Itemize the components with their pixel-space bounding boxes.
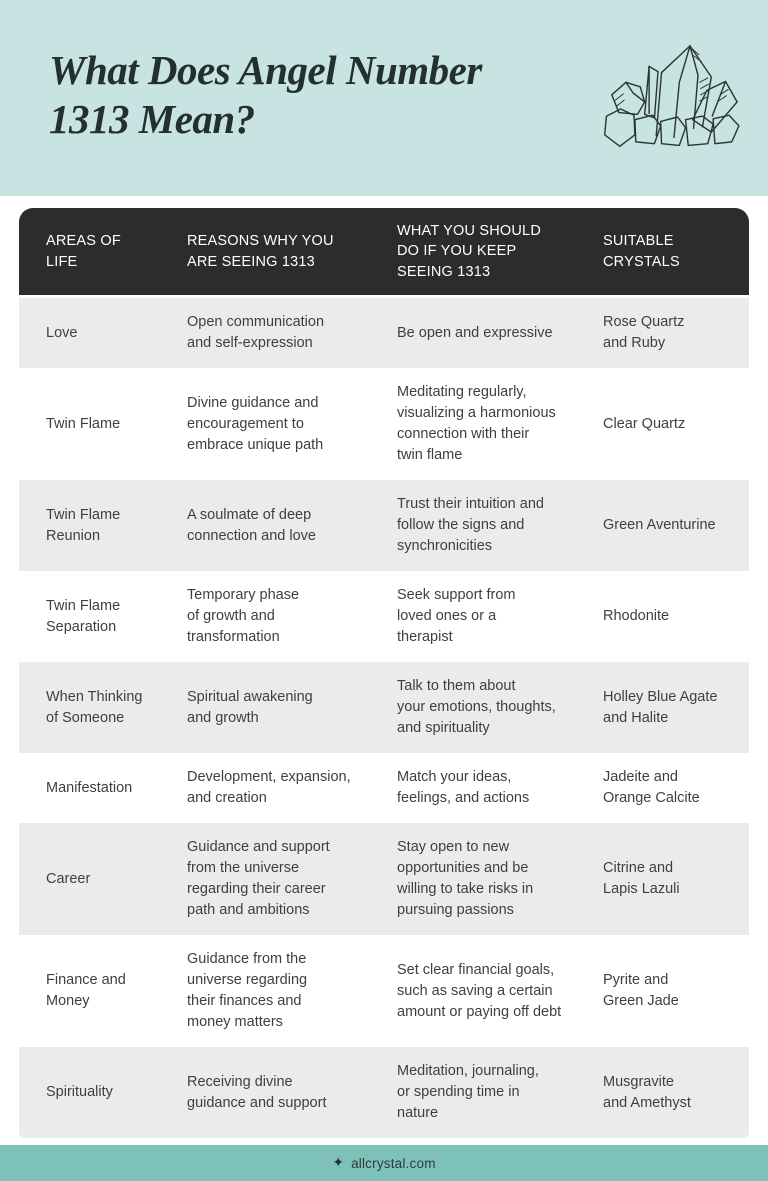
cell-crystals: Jadeite and Orange Calcite — [603, 769, 700, 807]
cell-area: Finance and Money — [46, 972, 126, 1010]
cell-area: Twin Flame Reunion — [46, 506, 121, 544]
cell-reason: Open communication and self-expression — [187, 314, 325, 352]
cell-crystals: Green Aventurine — [603, 517, 716, 534]
cell-action: Seek support from loved ones or a therap… — [397, 587, 516, 646]
cell-reason: Receiving divine guidance and support — [187, 1073, 327, 1111]
cell-area: Love — [46, 324, 78, 341]
cell-reason: A soulmate of deep connection and love — [187, 506, 316, 544]
column-header-suitable-crystals: SUITABLE CRYSTALS — [603, 232, 680, 270]
sparkle-icon: ✦ — [332, 1155, 345, 1171]
cell-area: Twin Flame Separation — [46, 597, 121, 635]
cell-action: Talk to them about your emotions, though… — [397, 678, 556, 737]
cell-area: Twin Flame — [46, 415, 121, 432]
header-banner: What Does Angel Number 1313 Mean? — [0, 0, 768, 196]
footer-bar: ✦ allcrystal.com — [0, 1145, 768, 1181]
table-row: Manifestation Development, expansion, an… — [19, 753, 749, 824]
cell-crystals: Rhodonite — [603, 608, 670, 625]
cell-area: Manifestation — [46, 779, 133, 796]
cell-crystals: Pyrite and Green Jade — [603, 972, 679, 1010]
cell-crystals: Musgravite and Amethyst — [603, 1073, 691, 1111]
cell-crystals: Clear Quartz — [603, 415, 686, 432]
table-row: When Thinking of Someone Spiritual awake… — [19, 662, 749, 754]
table-row: Career Guidance and support from the uni… — [19, 823, 749, 936]
cell-action: Match your ideas, feelings, and actions — [397, 769, 530, 807]
crystal-cluster-icon — [603, 45, 740, 148]
table-row: Finance and Money Guidance from the univ… — [19, 935, 749, 1048]
table-header-row: AREAS OF LIFE REASONS WHY YOU ARE SEEING… — [19, 208, 749, 298]
cell-crystals: Citrine and Lapis Lazuli — [603, 860, 680, 898]
cell-action: Set clear financial goals, such as savin… — [397, 961, 562, 1020]
cell-area: Spirituality — [46, 1084, 113, 1101]
column-header-what-to-do: WHAT YOU SHOULD DO IF YOU KEEP SEEING 13… — [397, 222, 541, 280]
cell-action: Be open and expressive — [397, 324, 553, 341]
angel-number-1313-table: AREAS OF LIFE REASONS WHY YOU ARE SEEING… — [19, 208, 749, 1139]
cell-crystals: Rose Quartz and Ruby — [603, 314, 685, 352]
table-row: Spirituality Receiving divine guidance a… — [19, 1047, 749, 1139]
footer-site-label: allcrystal.com — [351, 1155, 436, 1171]
cell-action: Stay open to new opportunities and be wi… — [397, 839, 534, 919]
cell-action: Meditating regularly, visualizing a harm… — [397, 384, 556, 464]
cell-crystals: Holley Blue Agate and Halite — [603, 688, 718, 726]
table-row: Twin Flame Reunion A soulmate of deep co… — [19, 480, 749, 572]
cell-reason: Divine guidance and encouragement to emb… — [187, 394, 324, 453]
cell-reason: Guidance and support from the universe r… — [187, 839, 330, 919]
table-row: Twin Flame Separation Temporary phase of… — [19, 571, 749, 663]
cell-area: Career — [46, 870, 91, 887]
cell-reason: Development, expansion, and creation — [187, 769, 351, 807]
table-row: Twin Flame Divine guidance and encourage… — [19, 368, 749, 481]
cell-area: When Thinking of Someone — [46, 688, 143, 726]
cell-reason: Spiritual awakening and growth — [187, 688, 313, 726]
cell-action: Trust their intuition and follow the sig… — [397, 496, 544, 555]
cell-reason: Temporary phase of growth and transforma… — [187, 587, 300, 646]
cell-reason: Guidance from the universe regarding the… — [187, 951, 308, 1031]
table-row: Love Open communication and self-express… — [19, 298, 749, 369]
column-header-reasons: REASONS WHY YOU ARE SEEING 1313 — [187, 232, 334, 270]
cell-action: Meditation, journaling, or spending time… — [397, 1063, 539, 1122]
column-header-areas-of-life: AREAS OF LIFE — [46, 232, 121, 270]
page-title: What Does Angel Number 1313 Mean? — [49, 47, 482, 143]
